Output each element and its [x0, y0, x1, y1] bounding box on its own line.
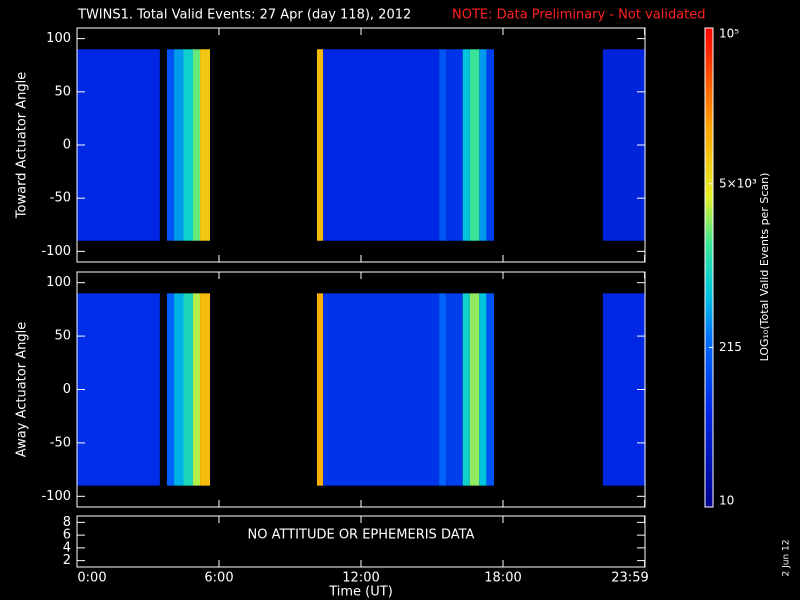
heatmap-cell [77, 49, 160, 241]
heatmap-cell [174, 49, 184, 241]
colorbar-tick-label: 215 [719, 340, 742, 354]
chart-title: TWINS1. Total Valid Events: 27 Apr (day … [77, 8, 411, 23]
heatmap-cell [192, 49, 201, 241]
y-tick-label: 8 [63, 515, 71, 530]
colorbar-tick-label: 10 [719, 494, 734, 508]
date-stamp: 2 Jun 12 [782, 540, 792, 577]
heatmap-cell [183, 293, 193, 486]
heatmap-cell [200, 49, 211, 241]
x-tick-label: 6:00 [204, 571, 233, 586]
y-tick-label: -50 [50, 435, 71, 450]
plot-frame [76, 515, 646, 568]
heatmap-cell [166, 293, 175, 486]
x-tick-label: 23:59 [611, 571, 648, 586]
y-tick-label: 4 [63, 540, 71, 555]
heatmap-cell [462, 293, 470, 486]
y-tick-label: 0 [63, 382, 71, 397]
heatmap-cell [446, 293, 463, 486]
heatmap-cell [479, 49, 487, 241]
heatmap-cell [200, 293, 211, 486]
y-tick-label: 50 [54, 84, 71, 99]
heatmap-cell [439, 293, 447, 486]
heatmap-cell [323, 293, 440, 486]
y-tick-label: -100 [41, 244, 71, 259]
x-tick-label: 18:00 [484, 571, 521, 586]
y-tick-label: 100 [46, 275, 71, 290]
heatmap-cell [166, 49, 175, 241]
heatmap-cell [316, 293, 324, 486]
y-tick-label: 0 [63, 138, 71, 153]
y-tick-label: 50 [54, 329, 71, 344]
heatmap-cell [192, 293, 201, 486]
colorbar-label: LOG₁₀(Total Valid Events per Scan) [758, 173, 771, 362]
colorbar-tick-label: 10⁵ [719, 27, 739, 41]
y-axis-label: Toward Actuator Angle [15, 72, 30, 219]
colorbar [704, 27, 714, 508]
heatmap-cell [174, 293, 184, 486]
x-tick-label: 0:00 [77, 571, 106, 586]
heatmap-cell [77, 293, 160, 486]
y-axis-label: Away Actuator Angle [15, 322, 30, 457]
y-tick-label: -50 [50, 191, 71, 206]
y-tick-label: 2 [63, 553, 71, 568]
heatmap-cell [486, 49, 495, 241]
heatmap-cell [462, 49, 470, 241]
heatmap-cell [469, 49, 480, 241]
heatmap-cell [439, 49, 447, 241]
status-message: NO ATTITUDE OR EPHEMERIS DATA [248, 528, 475, 543]
x-axis-label: Time (UT) [328, 585, 393, 600]
colorbar-tick-label: 5×10³ [719, 176, 757, 190]
note: NOTE: Data Preliminary - Not validated [452, 8, 706, 23]
plot-frame [76, 27, 646, 263]
y-tick-label: 6 [63, 528, 71, 543]
heatmap-cell [486, 293, 495, 486]
heatmap-cell [469, 293, 480, 486]
y-tick-label: -100 [41, 489, 71, 504]
heatmap-cell [316, 49, 324, 241]
heatmap-cell [183, 49, 193, 241]
heatmap-cell [479, 293, 487, 486]
x-tick-label: 12:00 [342, 571, 379, 586]
plot-frame [76, 271, 646, 508]
heatmap-cell [323, 49, 440, 241]
y-tick-label: 100 [46, 31, 71, 46]
heatmap-cell [446, 49, 463, 241]
